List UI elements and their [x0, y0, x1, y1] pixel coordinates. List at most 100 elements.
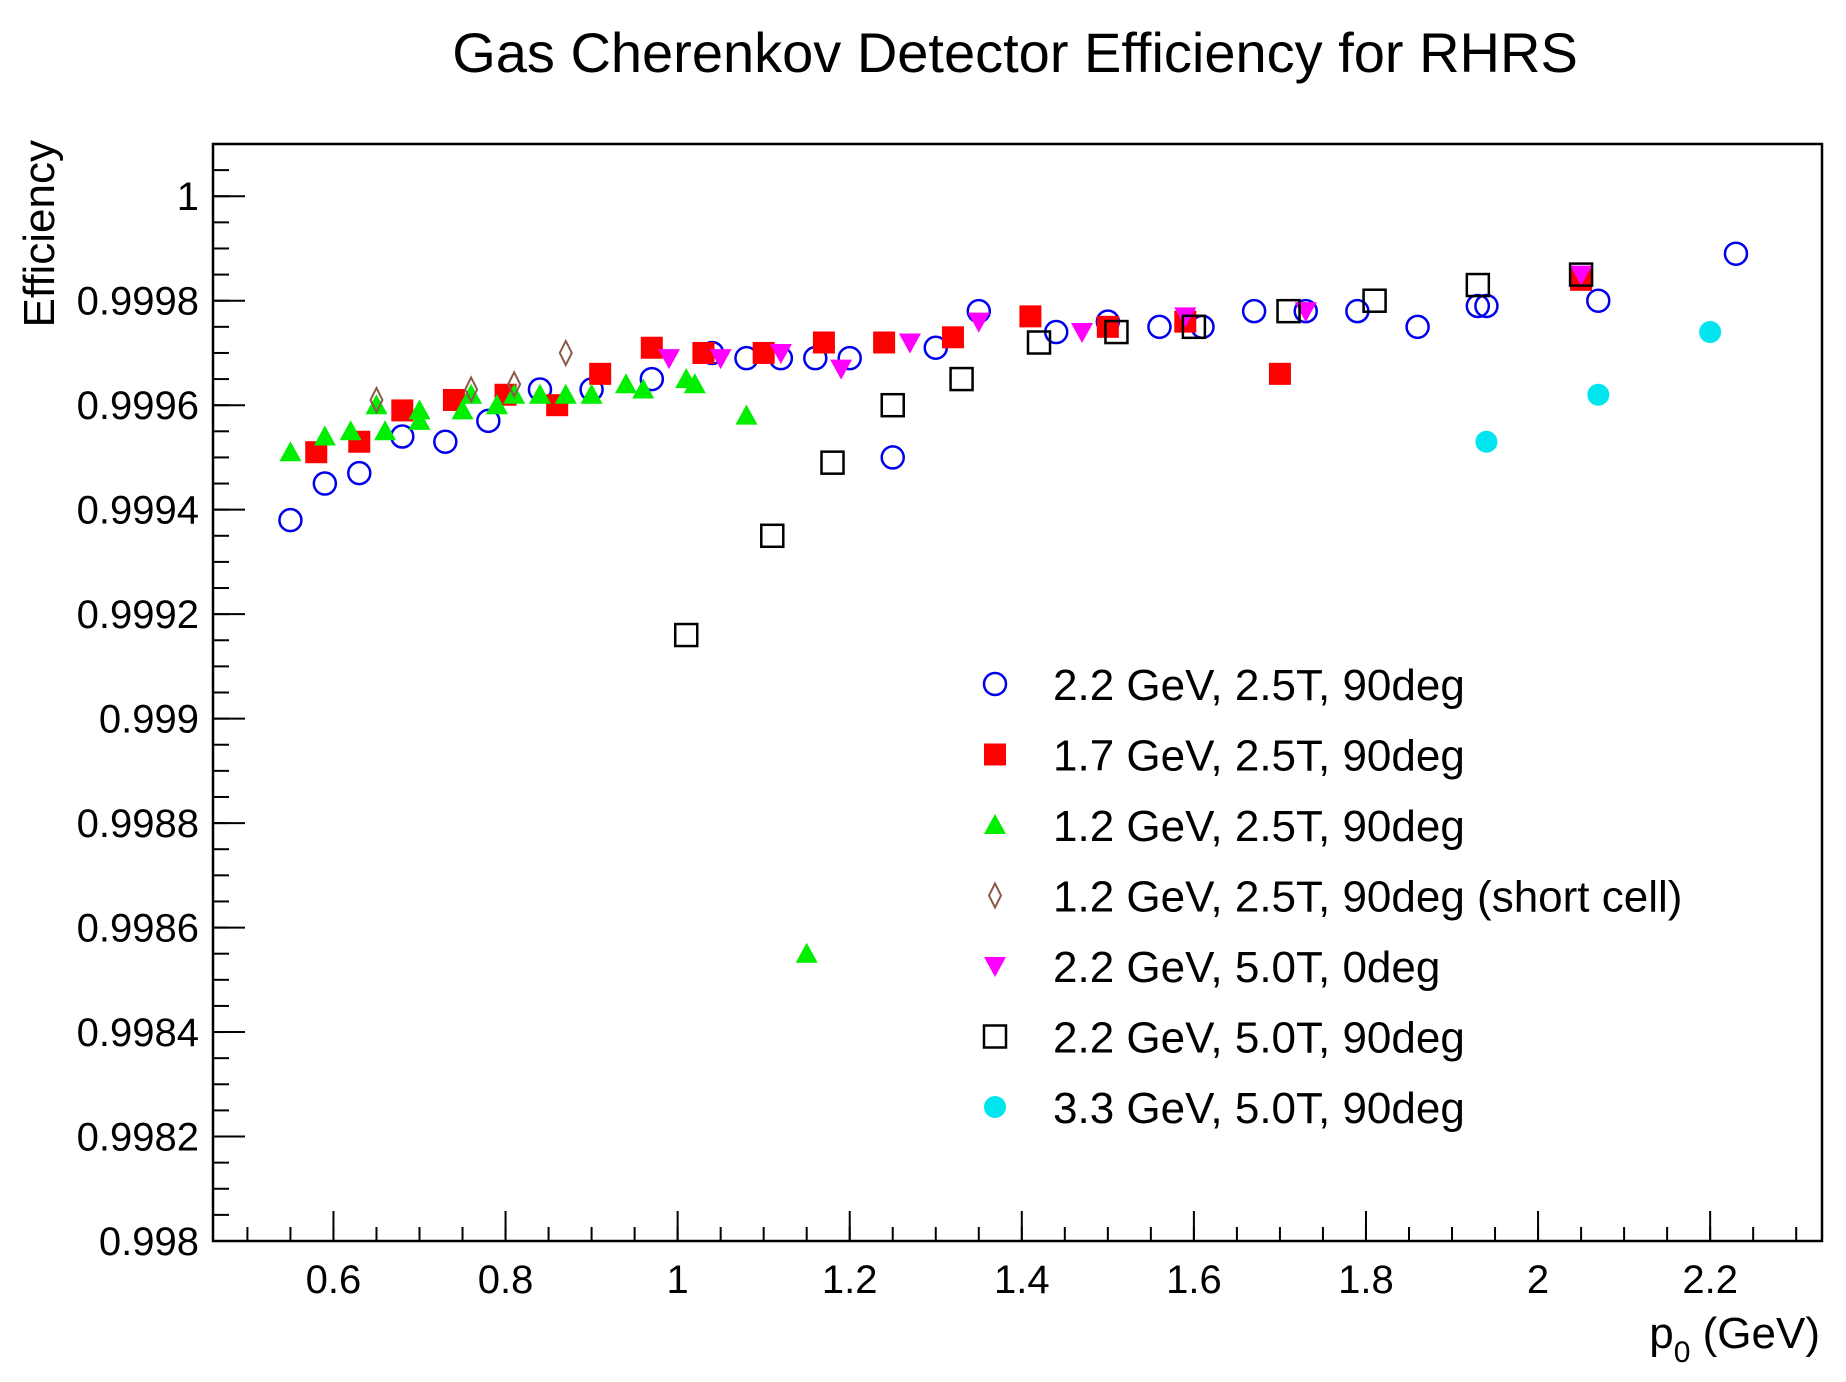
data-point	[365, 394, 388, 415]
data-point	[589, 362, 612, 385]
series-2	[305, 268, 1593, 464]
data-point	[1147, 314, 1172, 340]
legend-marker	[984, 957, 1006, 977]
data-point	[880, 392, 905, 418]
data-point	[639, 366, 665, 392]
y-tick-label: 0.9998	[77, 280, 199, 324]
x-tick-label: 1	[667, 1258, 689, 1302]
data-point	[673, 622, 699, 648]
series-3	[279, 368, 818, 963]
series-5	[658, 265, 1593, 380]
data-point	[692, 341, 715, 364]
data-point	[873, 331, 896, 354]
data-point	[967, 312, 990, 333]
data-point	[464, 375, 479, 404]
data-point	[1071, 323, 1094, 344]
legend-label: 1.2 GeV, 2.5T, 90deg (short cell)	[1053, 873, 1682, 922]
legend-entry: 2.2 GeV, 2.5T, 90deg	[982, 661, 1465, 710]
legend-entry: 1.2 GeV, 2.5T, 90deg (short cell)	[987, 873, 1682, 922]
x-axis-title-unit: (GeV)	[1690, 1309, 1820, 1358]
data-point	[339, 420, 362, 441]
data-point	[528, 383, 551, 404]
data-point	[760, 523, 785, 549]
plot-frame	[211, 142, 1824, 1243]
data-point	[507, 370, 522, 399]
legend-marker	[984, 1096, 1006, 1118]
series-4	[369, 338, 573, 415]
data-point	[632, 378, 655, 399]
data-point	[433, 429, 458, 455]
data-point	[1587, 383, 1610, 406]
data-point	[1104, 319, 1129, 345]
y-axis-title: Efficiency	[15, 140, 64, 328]
legend-label: 3.3 GeV, 5.0T, 90deg	[1053, 1084, 1465, 1133]
y-tick-label: 0.998	[99, 1220, 199, 1264]
legend-marker	[982, 1024, 1008, 1049]
data-point	[812, 331, 835, 354]
x-axis-title-main: p	[1649, 1309, 1673, 1358]
data-point	[615, 373, 638, 394]
y-tick-label: 0.9982	[77, 1116, 199, 1160]
data-point	[451, 399, 474, 420]
x-tick-label: 0.6	[306, 1258, 362, 1302]
x-tick-label: 2.2	[1682, 1258, 1738, 1302]
data-point	[1570, 265, 1593, 286]
legend: 2.2 GeV, 2.5T, 90deg 1.7 GeV, 2.5T, 90deg…	[982, 661, 1682, 1133]
y-tick-label: 1	[177, 175, 199, 219]
series-6	[673, 262, 1594, 648]
data-point	[369, 385, 384, 415]
plot-area: 0.6 0.8 1 1.2 1.4 1.6 1.8 2 2.2 0.998 0.9982 0.9984…	[77, 142, 1824, 1302]
data-point	[1241, 298, 1267, 324]
y-tick-label: 0.9992	[77, 593, 199, 637]
series-7	[1475, 321, 1722, 453]
data-point	[709, 349, 732, 370]
data-point	[1475, 430, 1498, 453]
y-tick-label: 0.9986	[77, 907, 199, 951]
y-tick-label: 0.9984	[77, 1011, 199, 1055]
x-tick-label: 1.4	[994, 1258, 1050, 1302]
data-point	[408, 409, 431, 430]
legend-label: 2.2 GeV, 5.0T, 0deg	[1053, 943, 1440, 992]
y-tick-label: 0.999	[99, 698, 199, 742]
data-point	[391, 399, 414, 422]
data-point	[305, 441, 328, 464]
legend-marker	[987, 881, 1003, 910]
data-point	[1019, 305, 1042, 328]
data-point	[313, 425, 336, 446]
x-tick-label: 2	[1527, 1258, 1549, 1302]
data-point	[1096, 315, 1119, 338]
data-point	[769, 343, 792, 364]
y-tick-label: 0.9996	[77, 384, 199, 428]
data-point	[898, 333, 921, 354]
data-point	[1568, 262, 1594, 287]
data-point	[795, 942, 818, 963]
legend-entry: 2.2 GeV, 5.0T, 90deg	[982, 1014, 1465, 1063]
legend-entry: 2.2 GeV, 5.0T, 0deg	[984, 943, 1440, 992]
data-point	[1586, 288, 1611, 313]
data-point	[580, 383, 603, 404]
data-point	[1405, 314, 1430, 340]
data-point	[374, 420, 397, 441]
data-point	[830, 359, 853, 380]
legend-label: 2.2 GeV, 2.5T, 90deg	[1053, 661, 1465, 710]
data-point	[820, 450, 845, 475]
data-point	[1026, 330, 1052, 355]
legend-marker	[984, 743, 1006, 766]
data-point	[1268, 362, 1291, 385]
data-point	[312, 471, 338, 496]
data-point	[1699, 321, 1722, 344]
x-tick-label: 0.8	[478, 1258, 534, 1302]
data-point	[735, 404, 758, 425]
data-point	[558, 338, 573, 368]
legend-entry: 3.3 GeV, 5.0T, 90deg	[984, 1084, 1465, 1133]
data-point	[1276, 298, 1301, 324]
x-tick-label: 1.2	[822, 1258, 878, 1302]
legend-marker	[982, 671, 1008, 697]
y-tick-label: 0.9988	[77, 802, 199, 846]
data-point	[1174, 307, 1197, 328]
data-point	[1181, 314, 1207, 340]
data-point	[949, 366, 974, 392]
data-point	[485, 394, 508, 415]
x-axis-title-subscript: 0	[1674, 1336, 1691, 1369]
